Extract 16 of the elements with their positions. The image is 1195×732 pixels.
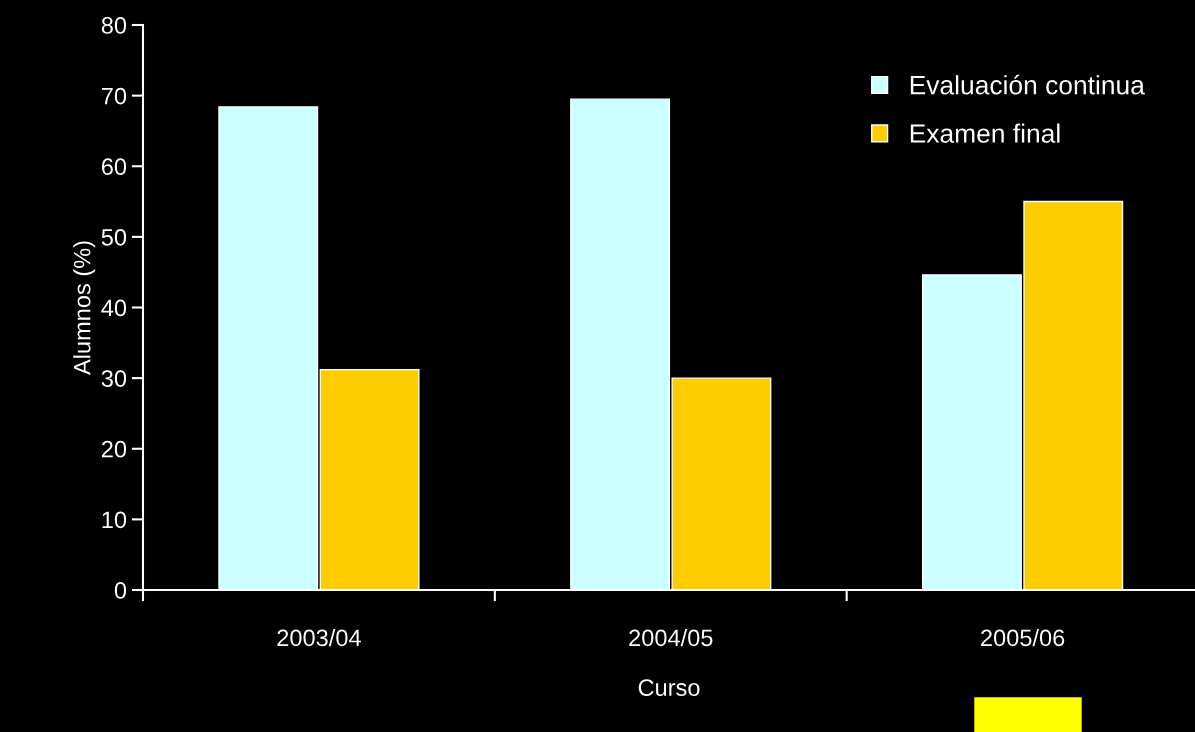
y-tick-label: 20 (101, 440, 127, 458)
y-tick-label: 10 (102, 511, 127, 529)
y-tick-label: 30 (101, 370, 127, 387)
x-axis-title: Curso (638, 679, 700, 697)
y-tick-label: 80 (101, 17, 127, 34)
x-tick-label: 2005/06 (981, 628, 1065, 647)
x-tick-label: 2003/04 (277, 628, 361, 647)
y-tick-label: 70 (101, 87, 127, 105)
legend-label: Evaluación continua (910, 74, 1145, 95)
y-tick-label: 60 (101, 158, 127, 176)
y-tick-label: 50 (101, 228, 127, 246)
x-tick-label: 2004/05 (629, 628, 713, 647)
y-tick-label: 0 (114, 582, 127, 599)
legend-label: Examen final (910, 123, 1060, 143)
y-axis-title: Alumnos (%) (73, 241, 96, 376)
y-tick-label: 40 (101, 299, 127, 317)
